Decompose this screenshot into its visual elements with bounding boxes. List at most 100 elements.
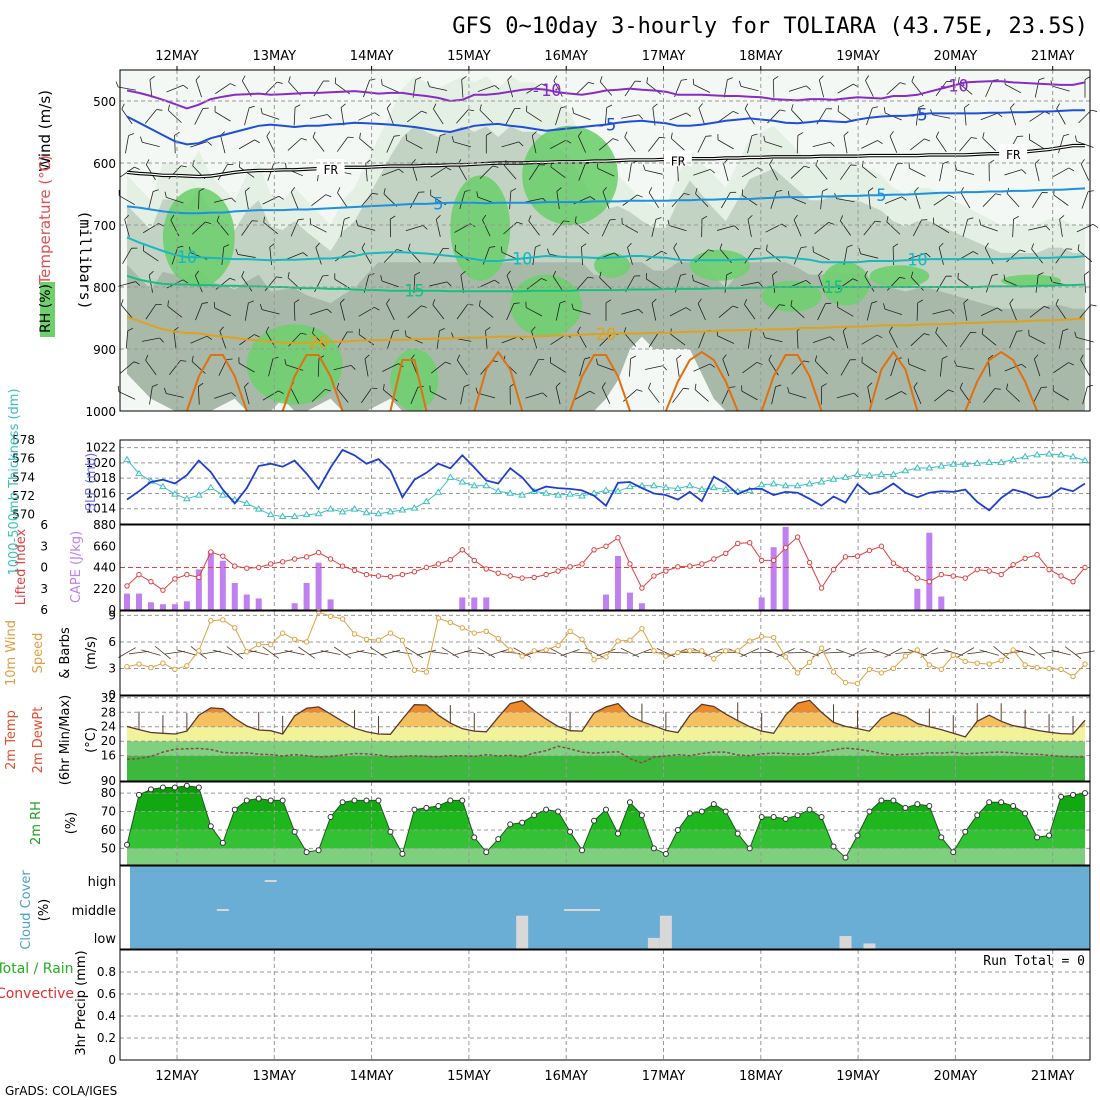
- wind-speed-point: [794, 670, 801, 676]
- wind-barb-feather: [127, 327, 134, 332]
- wind-barb-staff: [531, 330, 538, 349]
- wind-barb: [359, 132, 374, 151]
- wind-barb-staff: [119, 195, 135, 206]
- surface-wind-barb: [369, 646, 388, 659]
- wind-barb-staff: [1035, 274, 1039, 293]
- wind-barb-staff: [672, 388, 684, 403]
- wind-barb-feather: [276, 81, 283, 84]
- wind-barb-staff: [984, 247, 994, 265]
- wind-barb-staff: [793, 247, 802, 265]
- wind-barb-feather: [276, 276, 283, 279]
- wind-barb-feather: [727, 77, 733, 81]
- lifted-index-point: [639, 585, 645, 591]
- lifted-index-point: [998, 571, 1004, 578]
- wind-barb-feather: [198, 188, 205, 192]
- wind-barb-feather: [945, 275, 952, 277]
- wind-barb-staff: [364, 358, 369, 377]
- wind-barb: [1029, 133, 1045, 150]
- wind-barb: [503, 221, 523, 235]
- lifted-index-point: [363, 571, 370, 578]
- wind-barb-staff: [337, 331, 348, 348]
- wind-barb-feather: [577, 326, 581, 333]
- thickness-point: [566, 490, 574, 497]
- cloud-low-mark: [647, 937, 660, 949]
- wind-barb-feather: [646, 77, 648, 84]
- thickness-point: [578, 492, 586, 499]
- wind-barb-feather: [997, 307, 1003, 312]
- wind-barb-feather: [627, 242, 632, 248]
- wind-barb-staff: [505, 108, 515, 125]
- surface-wind-barb-staff: [344, 649, 365, 656]
- wind-barb-feather: [652, 103, 658, 108]
- wind-barb: [892, 243, 899, 266]
- wind-barb-feather: [361, 242, 366, 249]
- thickness-point: [626, 482, 634, 490]
- wind-axis-label-1: 10m Wind: [4, 620, 19, 686]
- wind-barb-staff: [118, 391, 136, 400]
- wind-barb-feather: [648, 382, 652, 389]
- thickness-point: [422, 497, 431, 505]
- wind-barb: [837, 301, 854, 317]
- wind-barb-feather: [266, 131, 271, 137]
- wind-barb-staff: [174, 135, 176, 154]
- wind-barb-feather: [858, 248, 862, 254]
- rh-point: [555, 808, 562, 815]
- precip-total-label: Total / Rain: [0, 961, 74, 977]
- wind-barb: [386, 103, 394, 126]
- wind-barb: [336, 382, 349, 403]
- wind-barb-feather: [1003, 274, 1006, 281]
- contour-25-loop: [760, 354, 823, 412]
- wind-barb-feather: [596, 162, 599, 169]
- wind-barb-staff: [218, 359, 228, 376]
- wind-barb-feather: [143, 245, 145, 251]
- slp-tick-label: 1022: [85, 441, 116, 455]
- wind-barb-staff: [1009, 303, 1017, 321]
- wind-barb-staff: [118, 281, 136, 287]
- wind-barb-feather: [655, 217, 662, 220]
- thickness-point: [709, 483, 718, 491]
- wind-barb-feather: [152, 189, 159, 192]
- wind-barb: [1083, 271, 1090, 293]
- lifted-index-point: [1022, 555, 1028, 561]
- wind-barb-staff: [772, 79, 775, 98]
- wind-barb-feather: [164, 191, 167, 198]
- lifted-index-point: [268, 561, 274, 567]
- wind-barb: [1028, 225, 1051, 231]
- wind-barb-feather: [734, 225, 739, 231]
- contour-label: 5: [433, 194, 443, 214]
- wind-barb-feather: [180, 360, 187, 362]
- wind-barb-staff: [315, 247, 322, 265]
- wind-barb-feather: [461, 75, 467, 80]
- wind-barb: [935, 131, 947, 153]
- wind-barb-staff: [555, 107, 562, 126]
- wind-barb-staff: [528, 164, 540, 181]
- wind-barb: [740, 281, 763, 287]
- wind-barb-staff: [579, 358, 585, 377]
- surface-wind-barb: [835, 648, 856, 657]
- wind-barb-feather: [254, 139, 260, 144]
- wind-barb-feather: [819, 75, 824, 81]
- surface-wind-barb-staff: [141, 649, 161, 656]
- surface-wind-barb-staff: [1015, 649, 1035, 656]
- wind-barb: [985, 273, 998, 293]
- wind-barb-feather: [659, 136, 666, 139]
- cape-bar: [207, 551, 214, 610]
- wind-barb-feather: [768, 354, 772, 361]
- wind-barb-feather: [223, 244, 230, 248]
- wind-barb-staff: [814, 360, 829, 375]
- wind-barb: [1006, 249, 1026, 263]
- wind-barb-feather: [1028, 329, 1030, 336]
- wind-barb-staff: [477, 279, 495, 289]
- cape-bar: [159, 604, 166, 610]
- cape-bar: [243, 594, 250, 610]
- wind-barb-staff: [599, 333, 613, 347]
- wind-barb-feather: [405, 134, 407, 141]
- wind-barb: [883, 303, 903, 315]
- contour-10: [126, 236, 1086, 264]
- thickness-point: [925, 464, 934, 471]
- wind-barb-feather: [762, 332, 766, 338]
- wind-barb-feather: [957, 272, 959, 279]
- wind-speed-point: [279, 630, 286, 636]
- cape-bar: [327, 599, 334, 610]
- wind-barb: [762, 332, 783, 343]
